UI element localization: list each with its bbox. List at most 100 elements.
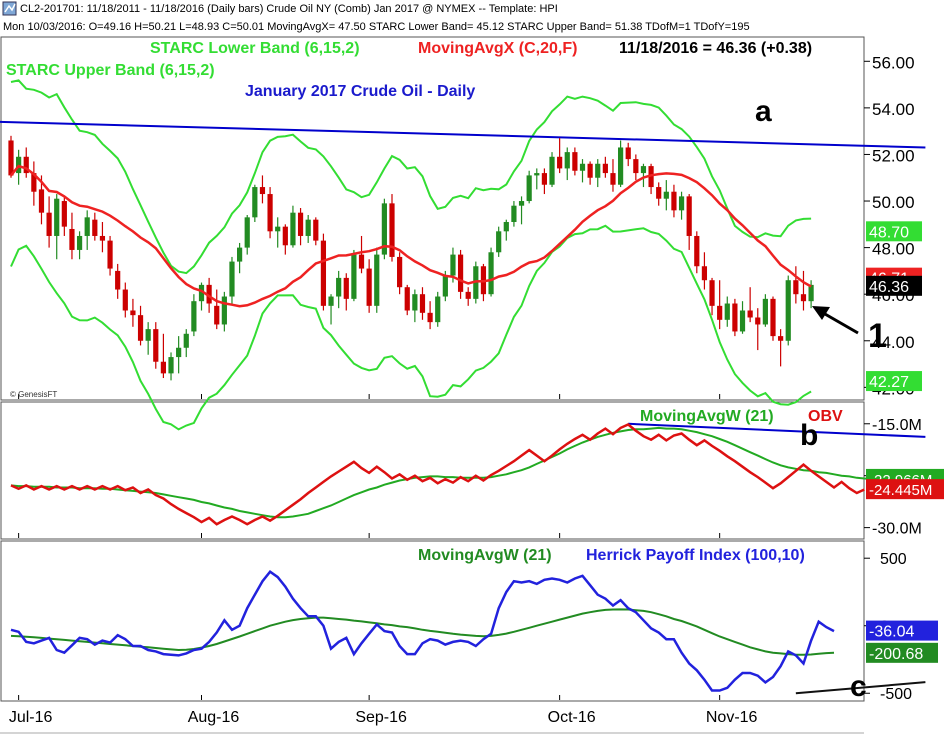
arrow-icon bbox=[812, 306, 830, 320]
legend-obv-ma: MovingAvgW (21) bbox=[640, 408, 774, 425]
candle-body bbox=[541, 173, 547, 185]
candle-body bbox=[153, 329, 159, 362]
candle-body bbox=[69, 228, 75, 250]
candle-body bbox=[107, 240, 113, 269]
trendline-b bbox=[628, 422, 926, 438]
obv-ytick-label: -15.0M bbox=[872, 417, 922, 434]
legend-starc-lower: STARC Lower Band (6,15,2) bbox=[150, 40, 360, 57]
legend-hpi-ma: MovingAvgW (21) bbox=[418, 547, 552, 564]
annotation-b: b bbox=[800, 419, 818, 452]
candle-body bbox=[229, 261, 235, 297]
candle-body bbox=[732, 303, 738, 332]
price-ytick-label: 52.00 bbox=[872, 146, 915, 165]
obv-chart bbox=[10, 422, 926, 529]
x-tick-label: Sep-16 bbox=[355, 709, 407, 726]
price-ytick-label: 54.00 bbox=[872, 100, 915, 119]
candle-body bbox=[526, 175, 532, 202]
candle-body bbox=[564, 152, 570, 169]
candle-body bbox=[435, 296, 441, 323]
candle-body bbox=[297, 212, 304, 236]
candle-body bbox=[244, 217, 250, 248]
candle-body bbox=[709, 280, 715, 306]
price-chart bbox=[0, 60, 926, 431]
candle-body bbox=[496, 231, 502, 253]
candle-body bbox=[366, 268, 372, 306]
candle-body bbox=[336, 277, 342, 297]
candle-body bbox=[305, 219, 311, 236]
obv-panel-frame bbox=[0, 401, 865, 540]
candle-body bbox=[717, 305, 723, 320]
candle-body bbox=[678, 196, 685, 211]
hpi-ma-line bbox=[10, 608, 835, 656]
candle-body bbox=[633, 159, 639, 174]
candle-body bbox=[518, 201, 525, 206]
candle-body bbox=[602, 163, 608, 174]
candle-body bbox=[762, 298, 768, 325]
legend-hpi: Herrick Payoff Index (100,10) bbox=[586, 547, 805, 564]
candle-body bbox=[701, 266, 708, 281]
candle-body bbox=[503, 221, 509, 232]
axis-value-labels: 56.0054.0052.0050.0048.0046.0044.0042.00… bbox=[866, 53, 944, 703]
candle-body bbox=[54, 198, 60, 236]
candle-body bbox=[595, 163, 601, 178]
candle-body bbox=[320, 240, 327, 306]
candle-body bbox=[8, 140, 14, 176]
candle-body bbox=[198, 284, 205, 302]
candle-body bbox=[663, 191, 669, 199]
candle-body bbox=[450, 254, 456, 276]
x-tick-label: Oct-16 bbox=[548, 709, 596, 726]
candle-body bbox=[168, 357, 174, 374]
candle-body bbox=[381, 203, 387, 255]
obv-ytick-label: -30.0M bbox=[872, 521, 922, 538]
candle-body bbox=[31, 173, 37, 192]
candle-body bbox=[313, 219, 319, 241]
candle-body bbox=[747, 310, 753, 318]
candle-body bbox=[579, 163, 586, 171]
candle-body bbox=[511, 205, 517, 222]
hpi-value-box-ma bbox=[866, 642, 938, 663]
candle-body bbox=[755, 317, 761, 325]
candle-body bbox=[252, 187, 258, 218]
candle-body bbox=[214, 305, 220, 325]
candle-body bbox=[275, 226, 281, 232]
watermark: © GenesisFT bbox=[10, 390, 57, 399]
price-panel-frame bbox=[0, 36, 865, 401]
hpi-ytick-label: -500 bbox=[880, 686, 912, 703]
candle-body bbox=[397, 256, 403, 288]
candle-body bbox=[84, 217, 90, 236]
candle-body bbox=[793, 280, 799, 295]
obv-line bbox=[10, 423, 865, 526]
candle-body bbox=[412, 294, 418, 311]
legend-starc-upper: STARC Upper Band (6,15,2) bbox=[6, 62, 215, 79]
x-tick-label: Jul-16 bbox=[9, 709, 53, 726]
candle-body bbox=[640, 166, 647, 174]
price-value-box-upper bbox=[866, 221, 922, 242]
candle-body bbox=[656, 187, 662, 199]
candle-body bbox=[145, 329, 151, 341]
starc-lower-band-line bbox=[10, 224, 812, 431]
obv-value-label-obv: -24.445M bbox=[869, 482, 932, 499]
hpi-line bbox=[10, 569, 835, 692]
candle-body bbox=[115, 270, 121, 290]
trendline-a bbox=[0, 120, 926, 149]
legend-last-value: 11/18/2016 = 46.36 (+0.38) bbox=[619, 40, 812, 57]
candle-body bbox=[206, 284, 212, 304]
legend-obv: OBV bbox=[808, 408, 843, 425]
moving-avg-line bbox=[10, 164, 812, 308]
candle-body bbox=[549, 156, 555, 185]
candle-body bbox=[389, 203, 395, 257]
candle-body bbox=[99, 235, 106, 241]
hpi-value-label-hpi: -36.04 bbox=[869, 624, 914, 641]
xaxis-area bbox=[0, 703, 945, 744]
price-value-label-upper: 48.70 bbox=[869, 224, 909, 241]
price-ytick-label: 48.00 bbox=[872, 240, 915, 259]
x-tick-label: Aug-16 bbox=[188, 709, 240, 726]
candle-body bbox=[343, 277, 349, 299]
trendline-c bbox=[795, 681, 926, 695]
candle-body bbox=[267, 194, 273, 232]
candle-body bbox=[290, 212, 296, 246]
hpi-chart bbox=[10, 557, 926, 695]
candle-body bbox=[686, 196, 692, 236]
chart-title: January 2017 Crude Oil - Daily bbox=[245, 83, 475, 100]
hpi-value-box-hpi bbox=[866, 620, 938, 641]
